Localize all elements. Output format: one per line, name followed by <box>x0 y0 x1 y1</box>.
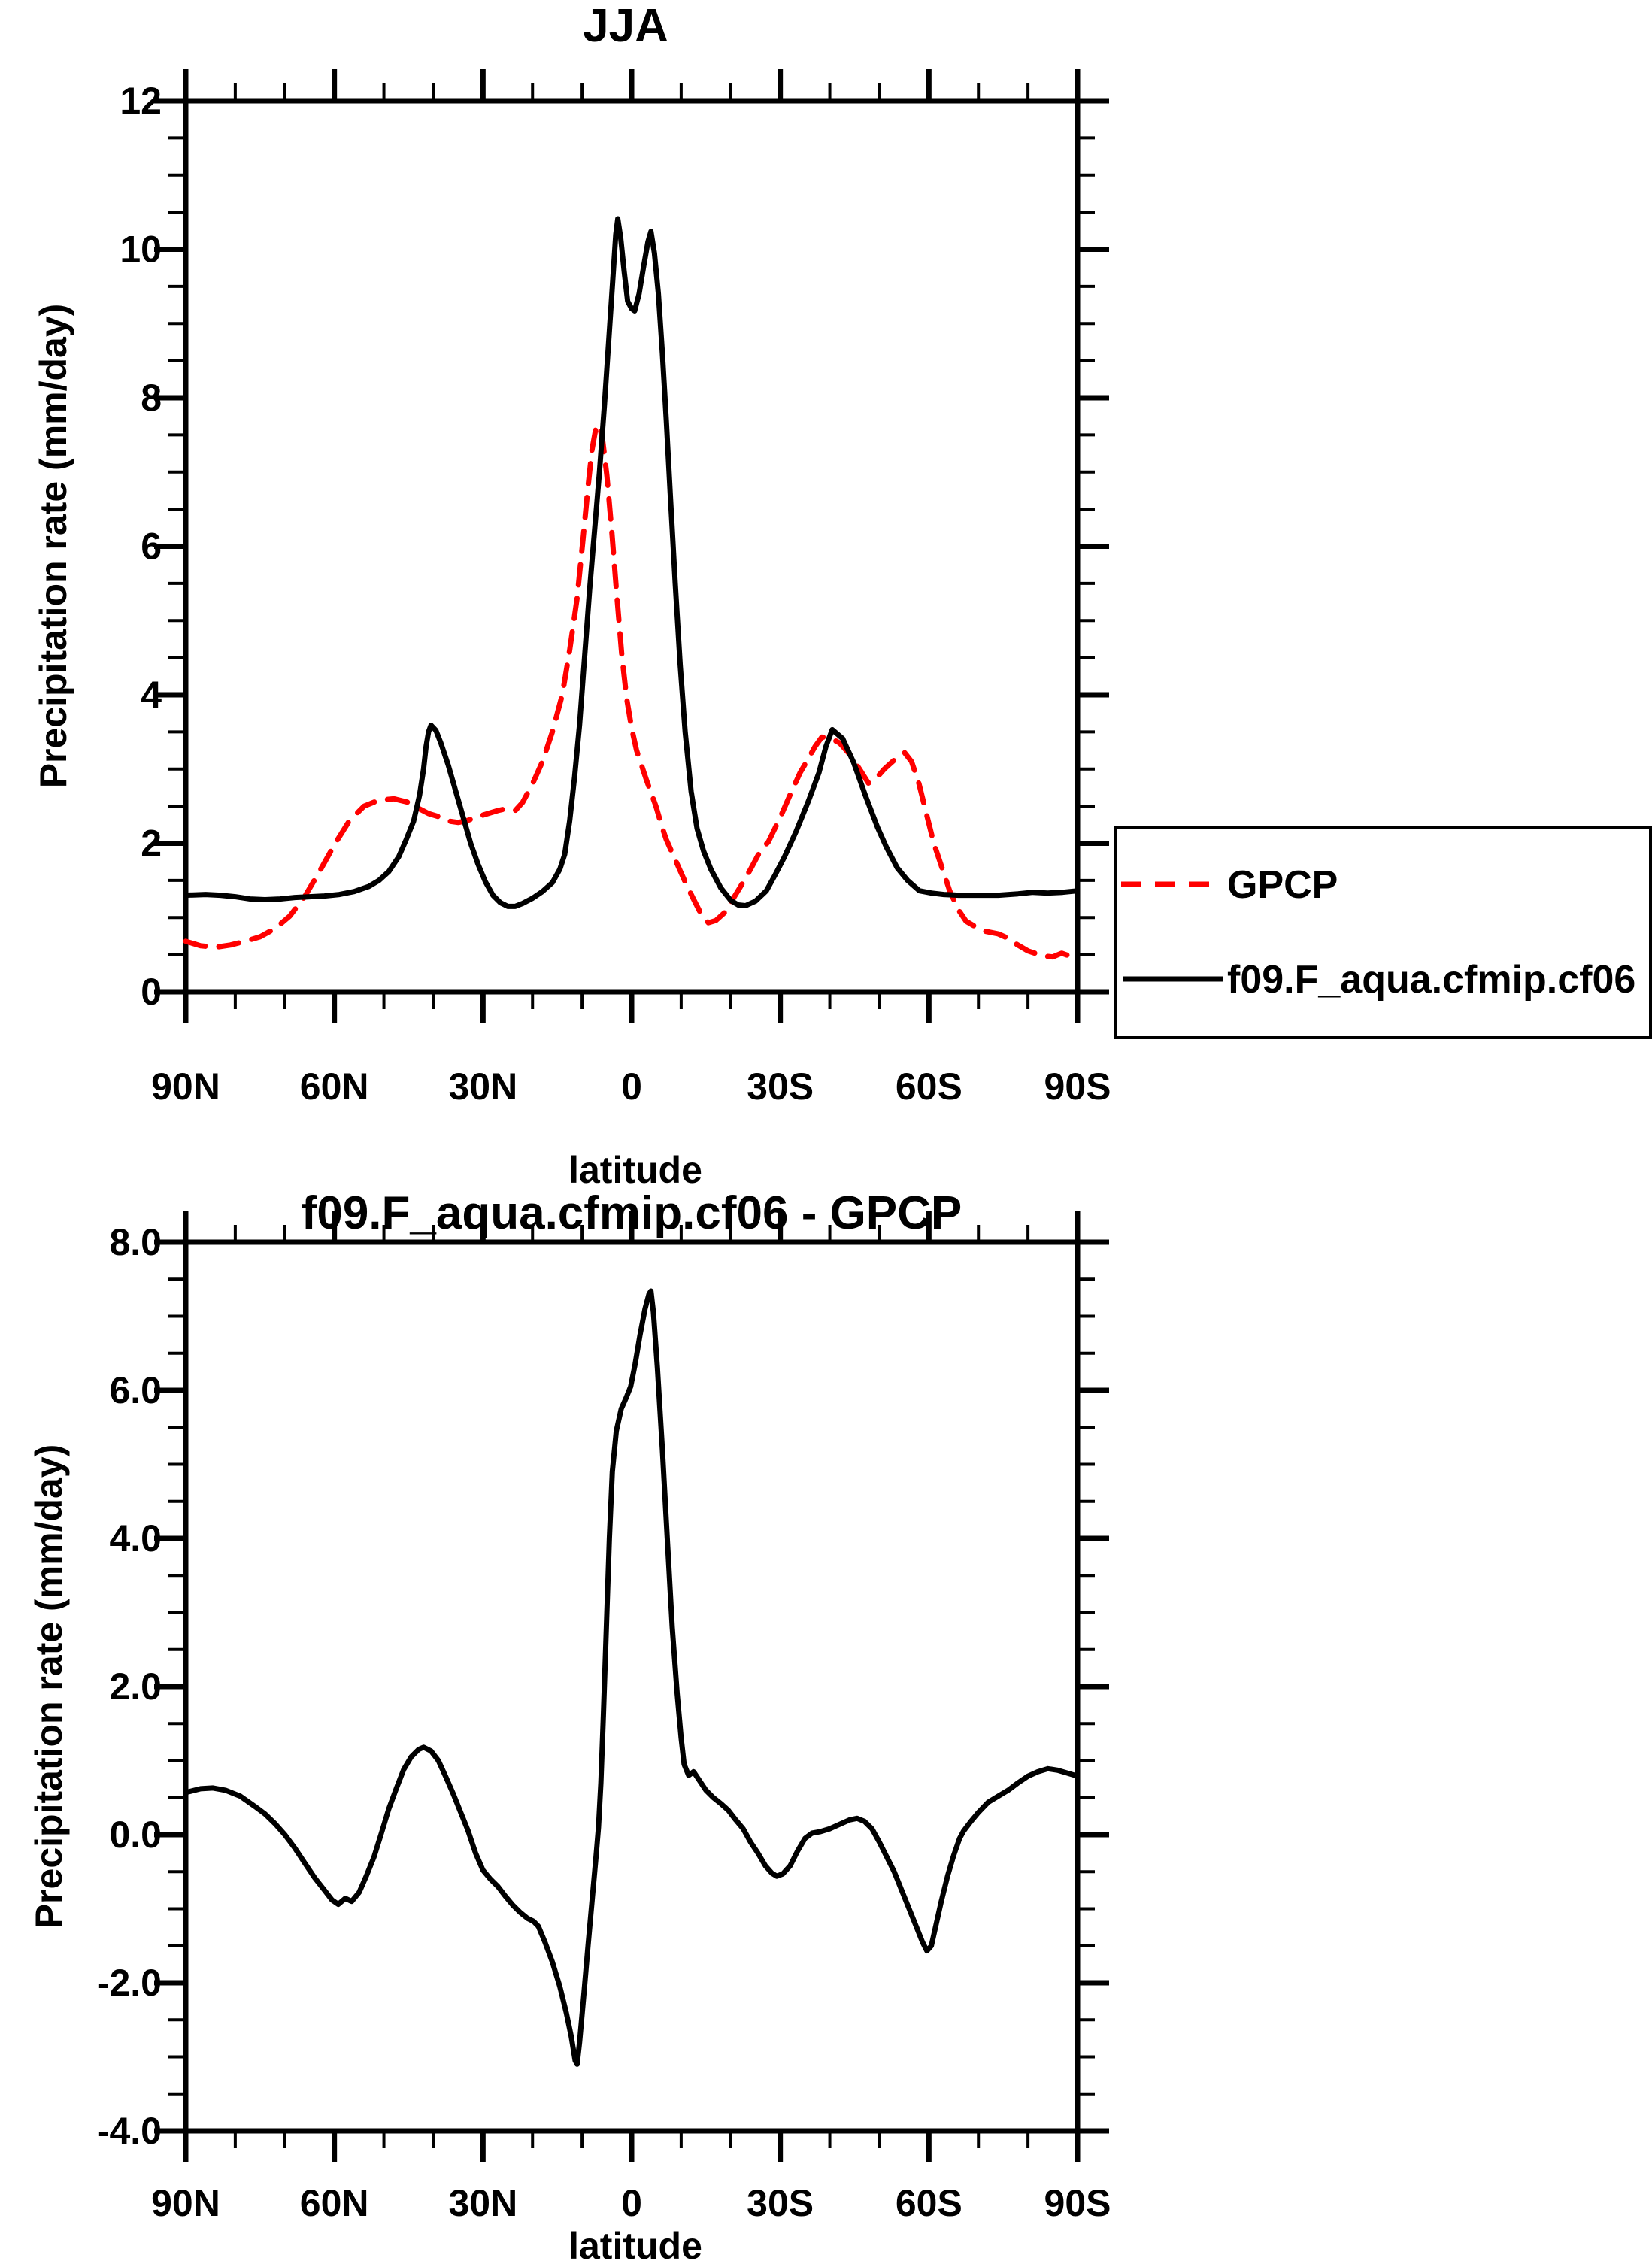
y-tick-label: 6.0 <box>109 1369 162 1411</box>
x-tick-label: 30N <box>448 2182 517 2224</box>
y-tick-label: 4 <box>141 674 162 716</box>
legend: GPCP f09.F_aqua.cfmip.cf06 <box>1114 826 1652 1039</box>
x-tick-label: 90N <box>151 2182 220 2224</box>
y-tick-label: 8 <box>141 377 162 419</box>
bottom-y-axis-title: Precipitation rate (mm/day) <box>28 1444 70 1929</box>
plot-frame <box>183 1239 1081 2134</box>
series-line-0 <box>183 1288 1081 2067</box>
x-tick-label: 90S <box>1044 1065 1111 1108</box>
y-tick-label: 12 <box>120 80 162 122</box>
panel-top: JJA Precipitation rate (mm/day) latitude… <box>32 0 1111 1191</box>
x-tick-label: 30N <box>448 1065 517 1108</box>
top-plot-area: 90N 60N 30N 0 30S 60S 90S 12 10 8 6 4 2 0 <box>120 69 1111 1108</box>
x-tick-label: 60S <box>896 1065 962 1108</box>
y-tick-label: 4.0 <box>109 1517 162 1559</box>
y-tick-label: 8.0 <box>109 1221 162 1263</box>
bottom-plot-area: 90N 60N 30N 0 30S 60S 90S 8.0 6.0 4.0 2.0 0.0 -2.0 -4… <box>97 1211 1111 2224</box>
y-tick-label: 0 <box>141 971 162 1013</box>
panel-bottom: f09.F_aqua.cfmip.cf06 - GPCP Precipitati… <box>28 1187 1111 2264</box>
series-line-0 <box>183 423 1081 962</box>
plot-frame <box>183 98 1081 995</box>
y-tick-label: 10 <box>120 229 162 271</box>
bottom-x-axis-title: latitude <box>568 2225 702 2264</box>
y-tick-label: 6 <box>141 526 162 568</box>
x-tick-label: 0 <box>621 2182 642 2224</box>
y-tick-label: 2 <box>141 823 162 865</box>
x-tick-label: 0 <box>621 1065 642 1108</box>
legend-label-gpcp: GPCP <box>1227 863 1338 907</box>
y-tick-label: 0.0 <box>109 1814 162 1856</box>
top-panel-title: JJA <box>583 0 668 52</box>
x-tick-label: 90S <box>1044 2182 1111 2224</box>
x-tick-label: 90N <box>151 1065 220 1108</box>
x-tick-label: 60N <box>300 1065 369 1108</box>
series-line-1 <box>183 216 1081 909</box>
legend-label-model: f09.F_aqua.cfmip.cf06 <box>1227 958 1635 1002</box>
y-tick-label: -2.0 <box>97 1962 162 2004</box>
legend-box <box>1114 826 1652 1039</box>
top-x-axis-title: latitude <box>568 1149 702 1191</box>
x-tick-label: 30S <box>747 2182 814 2224</box>
top-y-axis-title: Precipitation rate (mm/day) <box>32 304 74 789</box>
y-tick-label: 2.0 <box>109 1665 162 1708</box>
x-tick-label: 30S <box>747 1065 814 1108</box>
y-tick-label: -4.0 <box>97 2110 162 2152</box>
x-tick-label: 60N <box>300 2182 369 2224</box>
x-tick-label: 60S <box>896 2182 962 2224</box>
